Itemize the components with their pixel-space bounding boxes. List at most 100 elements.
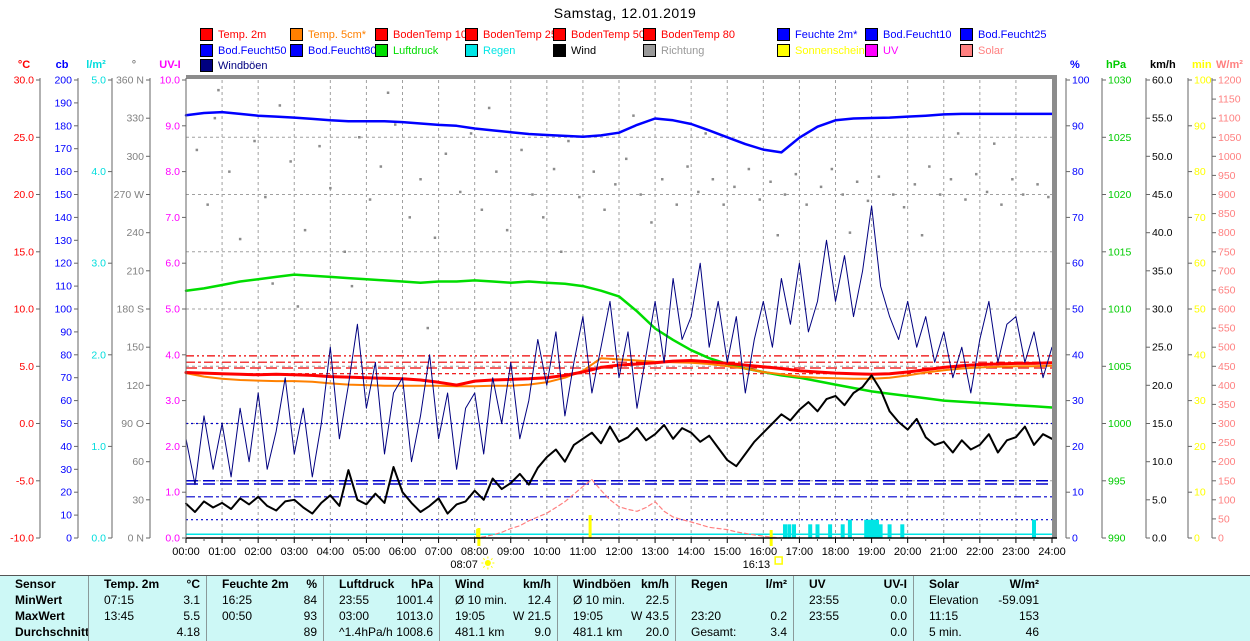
legend-item-bod-feucht80: Bod.Feucht80 — [290, 44, 377, 57]
axis-tick-label: 9.0 — [165, 120, 180, 132]
axis-tick-label: 800 — [1218, 227, 1236, 239]
axis-tick-label: 20.0 — [1152, 380, 1173, 392]
axis-tick-label: 1150 — [1218, 94, 1241, 106]
legend-label: BodenTemp 80 — [661, 28, 735, 41]
table-col-header: Feuchte 2m — [222, 577, 289, 591]
axis-tick-label: 50 — [1194, 304, 1206, 316]
table-row — [676, 592, 794, 608]
legend-item-regen: Regen — [465, 44, 515, 57]
table-cell-time: Ø 10 min. — [455, 593, 508, 607]
axis-tick-label: 10 — [1194, 487, 1206, 499]
axis-tick-label: 30 — [1194, 395, 1206, 407]
axis-tick-label: 1.0 — [91, 441, 106, 453]
table-cell-value: 1008.6 — [396, 625, 433, 639]
axis-tick-label: 20 — [60, 487, 72, 499]
axis-tick-label: 40 — [1194, 349, 1206, 361]
table-cell-time — [801, 624, 809, 640]
table-col-unit: km/h — [640, 577, 669, 591]
table-cell-time: 11:15 — [929, 609, 959, 623]
axis-tick-label: 70 — [1072, 212, 1084, 224]
axis-tick-label: 3.0 — [91, 258, 106, 270]
axis-tick-label: 90 O — [121, 418, 144, 430]
x-axis-label: 09:00 — [497, 546, 525, 558]
x-axis-label: 16:00 — [750, 546, 778, 558]
table-cell-value: 20.0 — [645, 625, 669, 639]
axis-tick-label: 40 — [60, 441, 72, 453]
table-row: 23:55 0.0 — [794, 592, 914, 608]
axis-tick-label: 50 — [1072, 304, 1084, 316]
axis-tick-label: 10 — [60, 510, 72, 522]
weather-chart-svg: 08:07 16:13 00:00 01:00 02:00 03:00 04:00 05:00… — [10, 59, 1243, 571]
x-axis-label: 05:00 — [353, 546, 381, 558]
axis-tick-label: 45.0 — [1152, 189, 1173, 201]
table-cell-time — [214, 624, 222, 640]
table-col-header: Temp. 2m — [104, 577, 160, 591]
legend-item-temp-5cm: Temp. 5cm* — [290, 28, 366, 41]
table-row: 481.1 km 20.0 — [558, 624, 676, 640]
x-axis-label: 17:00 — [786, 546, 814, 558]
axis-tick-label: 10.0 — [160, 75, 181, 87]
axis-tick-label: 100 — [1194, 75, 1212, 87]
legend-label: Wind — [571, 44, 597, 57]
table-row: 23:55 0.0 — [794, 608, 914, 624]
table-cell-value: 0.0 — [890, 625, 907, 639]
table-cell-value: W 21.5 — [512, 609, 551, 623]
table-cell-value: 1013.0 — [396, 609, 433, 623]
axis-tick-label: 20 — [1194, 441, 1206, 453]
axis-tick-label: 995 — [1108, 475, 1126, 487]
axis-tick-label: 25.0 — [1152, 342, 1173, 354]
table-col-header: Solar — [929, 577, 960, 591]
x-axis-label: 23:00 — [1002, 546, 1030, 558]
table-cell-value: -59.091 — [998, 593, 1039, 607]
table-col-luftdruck: Luftdruck hPa 23:55 1001.4 03:00 1013.0 ^1.4hP… — [323, 576, 440, 641]
axis-tick-label: 5.0 — [1152, 494, 1167, 506]
axis-tick-label: 1020 — [1108, 189, 1132, 201]
axis-tick-label: 3.0 — [165, 395, 180, 407]
axis-tick-label: 70 — [1194, 212, 1206, 224]
table-col-header: Wind — [455, 577, 485, 591]
legend-swatch — [777, 28, 790, 41]
axis-tick-label: 30.0 — [14, 75, 35, 87]
legend-item-bodentemp-10: BodenTemp 10 — [375, 28, 467, 41]
axis-tick-label: 170 — [54, 143, 72, 155]
legend-label: Bod.Feucht50 — [218, 44, 287, 57]
axis-tick-label: 1000 — [1108, 418, 1132, 430]
axis-tick-label: 50 — [60, 418, 72, 430]
axis-unit: % — [1070, 59, 1080, 71]
legend-swatch — [960, 28, 973, 41]
axis-tick-label: 20 — [1072, 441, 1084, 453]
table-cell-value: 9.0 — [534, 625, 551, 639]
axis-tick-label: 0.0 — [165, 533, 180, 545]
legend-swatch — [777, 44, 790, 57]
axis-tick-label: 8.0 — [165, 166, 180, 178]
x-axis-label: 02:00 — [244, 546, 272, 558]
table-cell-time: 481.1 km — [573, 625, 623, 639]
table-cell-time: Ø 10 min. — [573, 593, 626, 607]
x-axis-label: 13:00 — [641, 546, 669, 558]
sunrise-time: 08:07 — [450, 559, 478, 571]
legend-swatch — [865, 44, 878, 57]
legend-swatch — [553, 28, 566, 41]
table-col-header: Luftdruck — [339, 577, 395, 591]
legend-swatch — [465, 28, 478, 41]
axis-unit: W/m² — [1216, 59, 1243, 71]
legend-swatch — [643, 28, 656, 41]
axis-tick-label: 25.0 — [14, 132, 35, 144]
axis-tick-label: 5.0 — [91, 75, 106, 87]
axis-tick-label: 90 — [60, 326, 72, 338]
table-row: 19:05 W 21.5 — [440, 608, 558, 624]
axis-tick-label: 150 — [1218, 475, 1236, 487]
axis-tick-label: 240 — [126, 227, 144, 239]
axis-tick-label: 150 — [54, 189, 72, 201]
axis-tick-label: 80 — [60, 349, 72, 361]
axis-tick-label: 100 — [54, 304, 72, 316]
axis-tick-label: 120 — [54, 258, 72, 270]
x-axis-label: 22:00 — [966, 546, 994, 558]
legend-swatch — [200, 59, 213, 72]
x-axis-label: 08:00 — [461, 546, 489, 558]
legend-label: Bod.Feucht25 — [978, 28, 1047, 41]
legend-label: Solar — [978, 44, 1004, 57]
table-row: 16:25 84 — [207, 592, 324, 608]
axis-unit: hPa — [1106, 59, 1127, 71]
table-cell-value: 84 — [303, 593, 317, 607]
